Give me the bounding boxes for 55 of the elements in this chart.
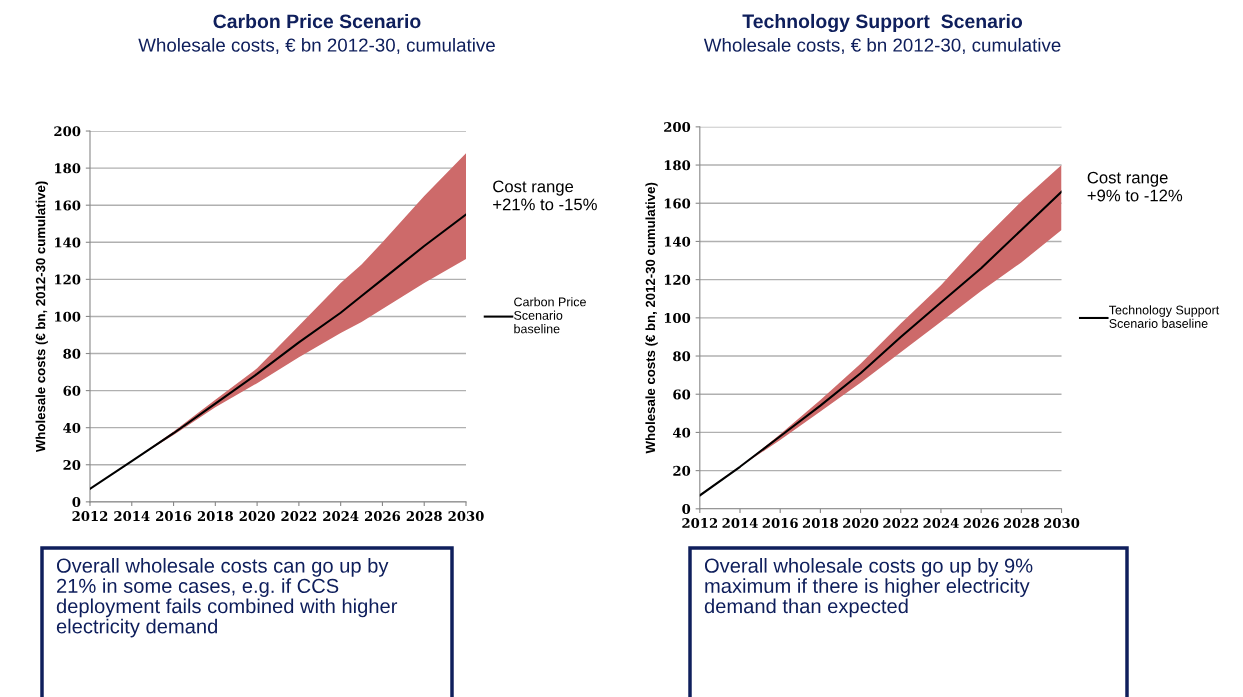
y-tick-label: 140 — [55, 237, 81, 248]
text: Cost range +9% to -12% — [1087, 171, 1183, 202]
y-tick-label: 100 — [664, 313, 691, 324]
x-tick-label: 2012 — [682, 518, 717, 529]
x-tick-label: 2022 — [281, 511, 317, 522]
y-tick-label: 40 — [672, 427, 691, 438]
y-tick-label: 120 — [55, 274, 81, 285]
text: Overall wholesale costs can go up by 21% in some cases, e.g. if CCS deployment fails combined with higher electricity demand — [56, 558, 398, 638]
y-tick-label: 60 — [63, 385, 81, 396]
x-tick-label: 2012 — [72, 511, 108, 522]
chart-title: Carbon Price Scenario — [213, 13, 421, 29]
y-tick-label: 100 — [55, 311, 81, 322]
x-tick-label: 2020 — [843, 518, 879, 529]
x-tick-label: 2020 — [239, 511, 275, 522]
y-tick-label: 80 — [673, 351, 691, 362]
y-tick-label: 120 — [664, 274, 691, 285]
y-tick-label: 60 — [673, 389, 691, 400]
y-tick-label: 40 — [63, 422, 81, 433]
x-tick-label: 2014 — [114, 511, 150, 522]
y-tick-label: 0 — [682, 504, 691, 515]
x-tick-label: 2016 — [762, 518, 798, 529]
y-tick-label: 180 — [55, 163, 81, 174]
text: Overall wholesale costs go up by 9% maximum if there is higher electricity demand than expected — [704, 558, 1033, 618]
x-tick-label: 2024 — [923, 518, 959, 529]
x-tick-label: 2018 — [802, 518, 839, 529]
y-tick-label: 160 — [664, 198, 691, 209]
y-tick-label: 20 — [63, 459, 81, 470]
y-tick-label: 180 — [664, 160, 691, 171]
x-tick-label: 2028 — [406, 511, 442, 522]
y-tick-label: 0 — [72, 497, 81, 508]
legend-label: Carbon Price Scenario baseline — [514, 297, 586, 334]
chart-subtitle: Wholesale costs, € bn 2012-30, cumulative — [703, 37, 1061, 54]
y-axis-title: Wholesale costs (€ bn, 2012-30 cumulative) — [35, 181, 48, 453]
y-tick-label: 80 — [63, 348, 81, 359]
y-tick-label: 200 — [54, 126, 81, 137]
chart-title: Technology Support Scenario — [742, 13, 1023, 33]
y-axis-title: Wholesale costs (€ bn, 2012-30 cumulative) — [645, 182, 658, 454]
x-tick-label: 2018 — [197, 511, 233, 522]
x-tick-label: 2014 — [722, 518, 758, 529]
x-tick-label: 2030 — [1044, 518, 1080, 529]
x-tick-label: 2026 — [963, 518, 999, 529]
x-tick-label: 2022 — [883, 518, 918, 529]
text: Cost range +21% to -15% — [493, 180, 597, 211]
x-tick-label: 2030 — [448, 511, 484, 522]
y-tick-label: 20 — [673, 465, 691, 476]
x-tick-label: 2016 — [156, 511, 192, 522]
x-tick-label: 2026 — [364, 511, 401, 522]
y-tick-label: 160 — [55, 200, 81, 211]
legend-label: Technology Support Scenario baseline — [1109, 305, 1220, 328]
line-series — [89, 213, 466, 490]
x-tick-label: 2024 — [323, 511, 359, 522]
y-tick-label: 200 — [664, 122, 691, 133]
x-tick-label: 2028 — [1003, 518, 1039, 529]
y-tick-label: 140 — [664, 236, 691, 247]
chart-subtitle: Wholesale costs, € bn 2012-30, cumulative — [138, 37, 495, 54]
